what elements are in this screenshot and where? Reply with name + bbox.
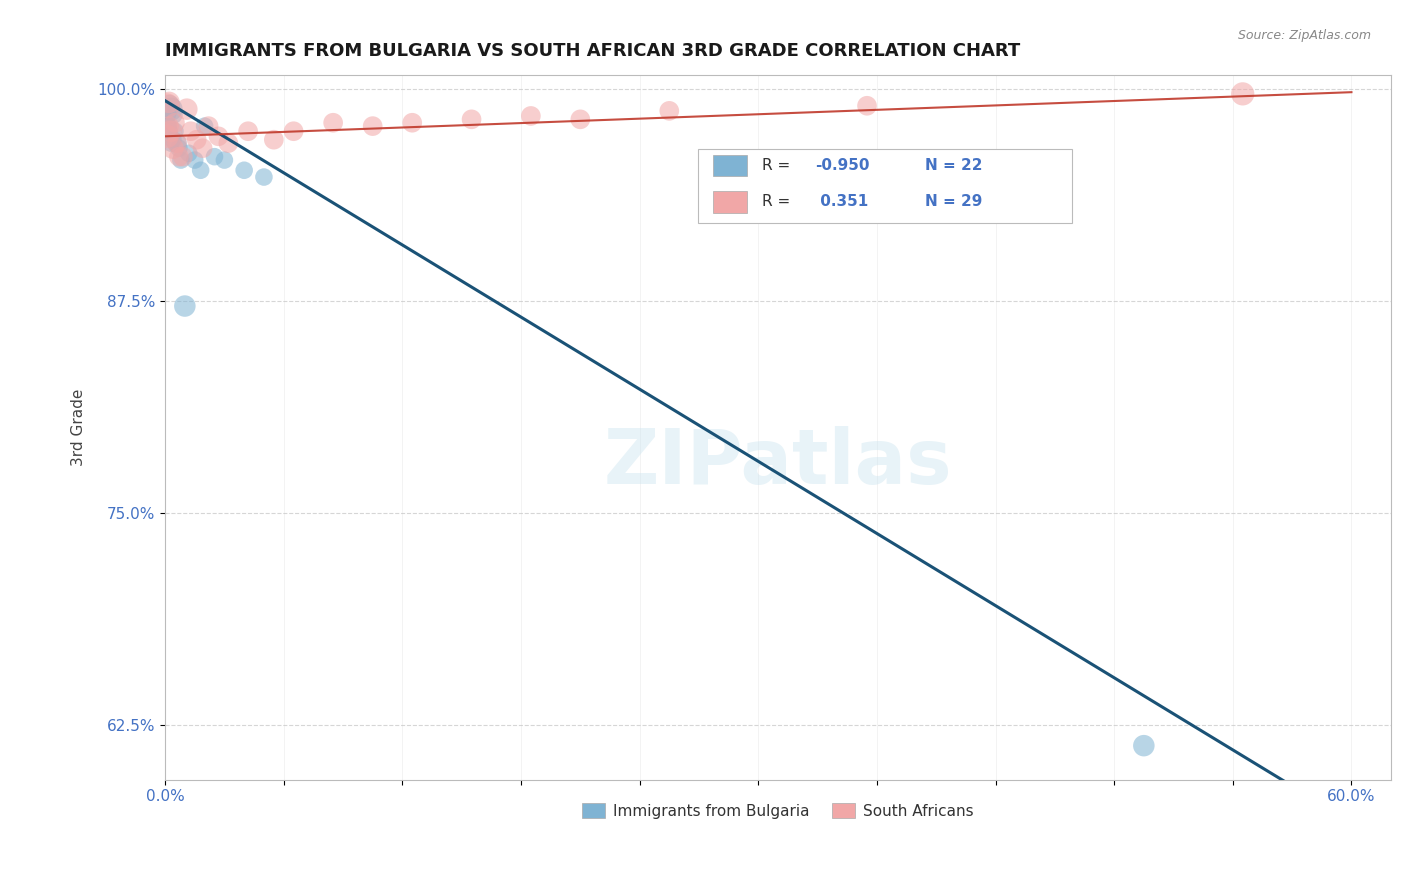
Point — [156, 99, 179, 113]
Point — [520, 109, 543, 123]
Point — [156, 119, 179, 133]
Text: R =: R = — [762, 158, 796, 173]
Text: ZIPatlas: ZIPatlas — [603, 425, 952, 500]
Point — [322, 116, 344, 130]
Text: N = 29: N = 29 — [925, 194, 983, 210]
Point — [569, 112, 592, 127]
Point — [162, 141, 184, 155]
Point — [167, 141, 190, 155]
Point — [157, 124, 180, 138]
Point — [401, 116, 423, 130]
Point — [177, 146, 200, 161]
Point — [658, 103, 681, 118]
Y-axis label: 3rd Grade: 3rd Grade — [72, 389, 86, 467]
Point — [157, 95, 180, 110]
FancyBboxPatch shape — [699, 149, 1073, 223]
Point — [170, 153, 193, 167]
Point — [361, 119, 384, 133]
Point — [157, 99, 180, 113]
Point — [214, 153, 236, 167]
FancyBboxPatch shape — [713, 155, 748, 176]
Point — [460, 112, 482, 127]
Point — [162, 133, 184, 147]
Point — [166, 136, 188, 150]
Point — [163, 116, 186, 130]
Point — [191, 141, 214, 155]
Point — [163, 124, 186, 138]
Point — [172, 150, 194, 164]
Point — [166, 136, 188, 150]
Point — [157, 119, 180, 133]
Point — [156, 107, 179, 121]
Text: 0.351: 0.351 — [815, 194, 868, 210]
Text: Source: ZipAtlas.com: Source: ZipAtlas.com — [1237, 29, 1371, 42]
Text: R =: R = — [762, 194, 796, 210]
Point — [167, 150, 190, 164]
Point — [1232, 87, 1254, 101]
Point — [263, 133, 285, 147]
Point — [217, 136, 239, 150]
Point — [856, 99, 879, 113]
Text: IMMIGRANTS FROM BULGARIA VS SOUTH AFRICAN 3RD GRADE CORRELATION CHART: IMMIGRANTS FROM BULGARIA VS SOUTH AFRICA… — [165, 42, 1021, 60]
Point — [160, 124, 183, 138]
Point — [173, 299, 195, 313]
Point — [184, 153, 207, 167]
Point — [186, 133, 208, 147]
Point — [204, 150, 226, 164]
Point — [160, 136, 183, 150]
Point — [180, 124, 202, 138]
Point — [176, 102, 198, 116]
Point — [236, 124, 259, 138]
Text: N = 22: N = 22 — [925, 158, 983, 173]
Text: -0.950: -0.950 — [815, 158, 869, 173]
FancyBboxPatch shape — [713, 192, 748, 212]
Point — [233, 163, 256, 178]
Legend: Immigrants from Bulgaria, South Africans: Immigrants from Bulgaria, South Africans — [576, 797, 980, 825]
Point — [1133, 739, 1156, 753]
Point — [160, 102, 183, 116]
Point — [162, 107, 184, 121]
Point — [283, 124, 305, 138]
Point — [194, 119, 217, 133]
Point — [207, 129, 229, 144]
Point — [197, 119, 219, 133]
Point — [253, 169, 276, 184]
Point — [190, 163, 212, 178]
Point — [156, 129, 179, 144]
